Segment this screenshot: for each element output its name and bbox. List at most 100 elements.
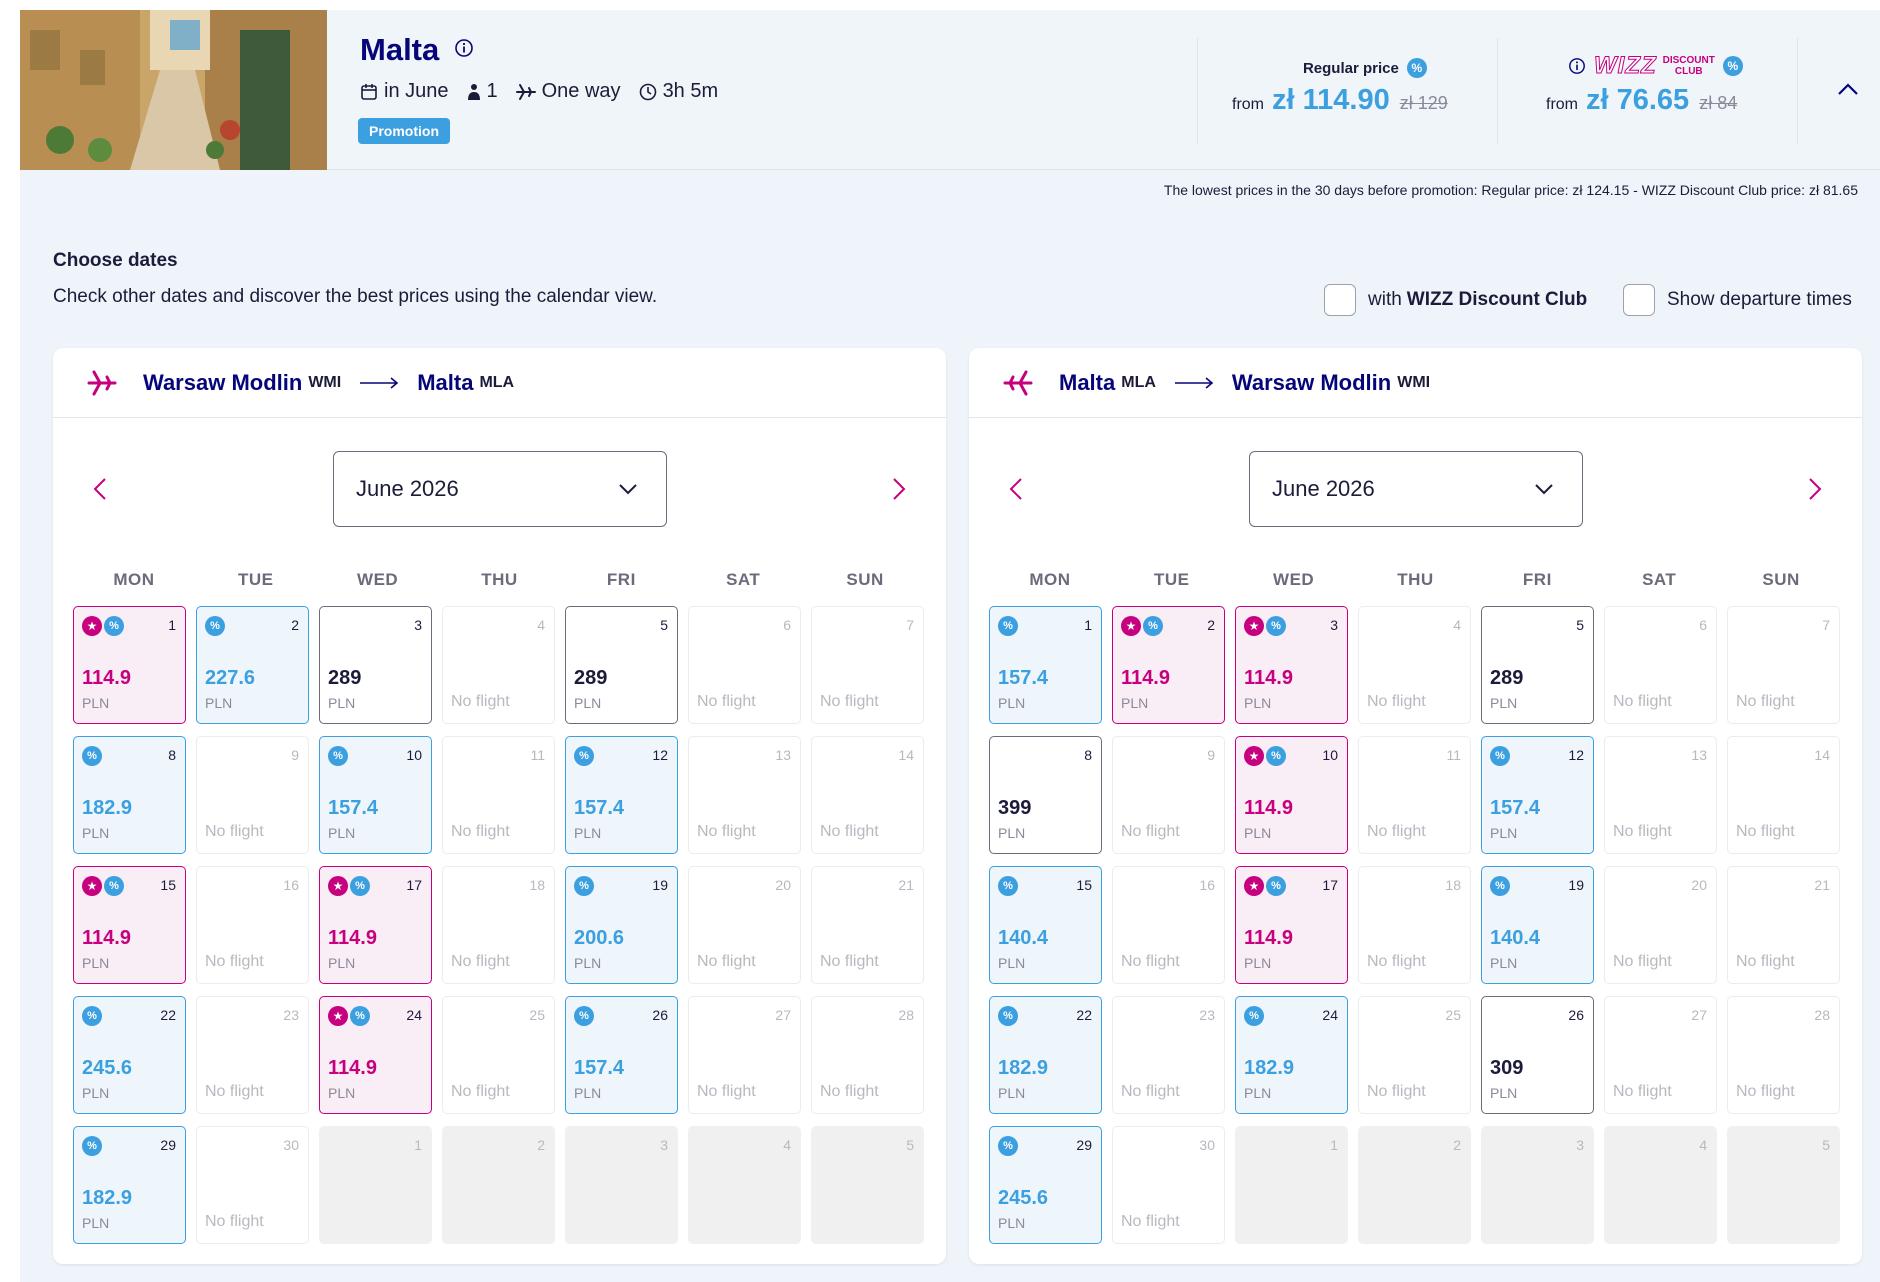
day-number: 18 (529, 877, 545, 893)
cell-badges: ★% (1121, 616, 1163, 636)
cell-badges: % (998, 616, 1018, 636)
weekday-header: MON TUE WED THU FRI SAT SUN (73, 570, 926, 590)
calendar-day-cell[interactable]: 22% 182.9 PLN (989, 996, 1102, 1114)
departure-times-toggle[interactable]: Show departure times (1623, 284, 1852, 316)
calendar-day-cell[interactable]: 1 ★% 114.9 PLN (73, 606, 186, 724)
flight-summary-header[interactable]: Malta in June 1 One way (20, 10, 1880, 170)
no-flight-label: No flight (697, 693, 756, 710)
day-number: 2 (1453, 1137, 1461, 1153)
next-month-chevron-icon[interactable] (1808, 477, 1822, 506)
calendar-day-cell: 7 No flight (811, 606, 924, 724)
discount-percent-icon: % (205, 616, 225, 636)
calendar-day-cell: 30 No flight (196, 1126, 309, 1244)
calendar-day-cell[interactable]: 3 289 PLN (319, 606, 432, 724)
calendar-day-cell: 11 No flight (442, 736, 555, 854)
previous-month-chevron-icon[interactable] (1009, 477, 1023, 506)
discount-percent-icon: % (82, 1006, 102, 1026)
collapse-chevron-up-icon[interactable] (1837, 82, 1859, 101)
calendar-day-cell: 21 No flight (1727, 866, 1840, 984)
day-number: 22 (1076, 1007, 1092, 1023)
cell-badges: % (998, 1006, 1018, 1026)
day-number: 7 (1822, 617, 1830, 633)
day-number: 19 (1568, 877, 1584, 893)
cell-badges: % (82, 1136, 102, 1156)
calendar-day-cell[interactable]: 24 ★% 114.9 PLN (319, 996, 432, 1114)
calendar-empty-cell: 5 (811, 1126, 924, 1244)
calendar-day-cell[interactable]: 2% 227.6 PLN (196, 606, 309, 724)
previous-month-chevron-icon[interactable] (93, 477, 107, 506)
departure-times-checkbox[interactable] (1623, 284, 1655, 316)
star-badge-icon: ★ (82, 876, 102, 896)
day-number: 1 (1084, 617, 1092, 633)
day-price: 140.4 (1490, 927, 1541, 949)
destination-image (20, 10, 327, 170)
no-flight-label: No flight (1367, 1083, 1426, 1100)
discount-club-checkbox[interactable] (1324, 284, 1356, 316)
calendar-day-cell: 25 No flight (442, 996, 555, 1114)
calendar-day-cell[interactable]: 24% 182.9 PLN (1235, 996, 1348, 1114)
plane-takeoff-icon (87, 370, 117, 395)
month-select[interactable]: June 2026 (1249, 451, 1583, 527)
discount-percent-icon: % (350, 1006, 370, 1026)
day-number: 20 (1691, 877, 1707, 893)
currency-label: PLN (328, 955, 356, 971)
day-price: 140.4 (998, 927, 1049, 949)
day-number: 4 (537, 617, 545, 633)
info-icon[interactable] (1568, 57, 1586, 75)
no-flight-label: No flight (451, 693, 510, 710)
club-price: zł 76.65 (1586, 84, 1690, 116)
star-badge-icon: ★ (1244, 616, 1264, 636)
day-number: 5 (1822, 1137, 1830, 1153)
calendar-day-cell[interactable]: 12% 157.4 PLN (1481, 736, 1594, 854)
day-number: 2 (1207, 617, 1215, 633)
divider (1497, 38, 1498, 144)
calendar-day-cell[interactable]: 19% 140.4 PLN (1481, 866, 1594, 984)
day-number: 3 (1330, 617, 1338, 633)
calendar-day-cell[interactable]: 15% 140.4 PLN (989, 866, 1102, 984)
calendar-day-cell[interactable]: 8 399 PLN (989, 736, 1102, 854)
currency-label: PLN (998, 1085, 1026, 1101)
cell-badges: % (574, 746, 594, 766)
calendar-day-cell[interactable]: 15 ★% 114.9 PLN (73, 866, 186, 984)
day-number: 29 (160, 1137, 176, 1153)
calendar-day-cell[interactable]: 1% 157.4 PLN (989, 606, 1102, 724)
currency-label: PLN (328, 1085, 356, 1101)
calendar-day-cell[interactable]: 3 ★% 114.9 PLN (1235, 606, 1348, 724)
calendar-day-cell[interactable]: 22% 245.6 PLN (73, 996, 186, 1114)
calendar-grid: 1 ★% 114.9 PLN 2% 227.6 PLN 3 289 PLN 4 No flight 5 2… (73, 606, 924, 1244)
calendar-day-cell[interactable]: 10 ★% 114.9 PLN (1235, 736, 1348, 854)
day-number: 30 (1199, 1137, 1215, 1153)
calendar-day-cell[interactable]: 19% 200.6 PLN (565, 866, 678, 984)
calendar-day-cell[interactable]: 17 ★% 114.9 PLN (1235, 866, 1348, 984)
calendar-day-cell[interactable]: 17 ★% 114.9 PLN (319, 866, 432, 984)
calendar-day-cell[interactable]: 29% 182.9 PLN (73, 1126, 186, 1244)
calendar-day-cell[interactable]: 2 ★% 114.9 PLN (1112, 606, 1225, 724)
calendar-day-cell[interactable]: 5 289 PLN (1481, 606, 1594, 724)
info-icon[interactable] (454, 38, 474, 63)
discount-club-toggle[interactable]: with WIZZ Discount Club (1324, 284, 1592, 316)
flight-duration: 3h 5m (662, 80, 719, 102)
day-number: 12 (652, 747, 668, 763)
no-flight-label: No flight (1736, 823, 1795, 840)
day-price: 309 (1490, 1057, 1524, 1079)
calendar-day-cell[interactable]: 10% 157.4 PLN (319, 736, 432, 854)
month-select[interactable]: June 2026 (333, 451, 667, 527)
weekday-label: MON (113, 570, 155, 589)
day-number: 14 (898, 747, 914, 763)
calendar-day-cell[interactable]: 26% 157.4 PLN (565, 996, 678, 1114)
calendar-day-cell: 20 No flight (688, 866, 801, 984)
calendar-day-cell: 27 No flight (688, 996, 801, 1114)
calendar-day-cell[interactable]: 29% 245.6 PLN (989, 1126, 1102, 1244)
lowest-price-note: The lowest prices in the 30 days before … (1163, 182, 1858, 198)
no-flight-label: No flight (205, 1083, 264, 1100)
calendar-day-cell[interactable]: 5 289 PLN (565, 606, 678, 724)
calendar-day-cell[interactable]: 12% 157.4 PLN (565, 736, 678, 854)
currency-label: PLN (998, 695, 1026, 711)
no-flight-label: No flight (451, 953, 510, 970)
calendar-day-cell[interactable]: 26 309 PLN (1481, 996, 1594, 1114)
calendar-day-cell[interactable]: 8% 182.9 PLN (73, 736, 186, 854)
next-month-chevron-icon[interactable] (892, 477, 906, 506)
calendar-grid: 1% 157.4 PLN 2 ★% 114.9 PLN 3 ★% 114.9 PLN 4 No flig… (989, 606, 1840, 1244)
day-number: 20 (775, 877, 791, 893)
